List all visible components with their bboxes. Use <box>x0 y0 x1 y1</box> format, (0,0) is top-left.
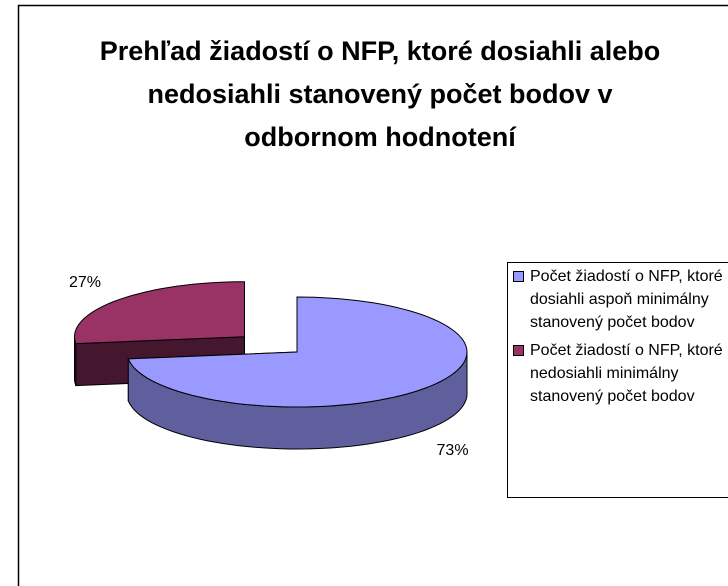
chart-title: Prehľad žiadostí o NFP, ktoré dosiahli a… <box>99 36 661 152</box>
legend-label: Počet žiadostí o NFP, ktoré dosiahli asp… <box>530 268 723 331</box>
data-label: 27% <box>68 273 101 291</box>
legend-label: Počet žiadostí o NFP, ktoré nedosiahli m… <box>530 342 723 405</box>
data-label: 73% <box>436 441 469 459</box>
legend-swatch <box>513 345 524 356</box>
slice <box>73 281 245 345</box>
legend-swatch <box>513 271 524 282</box>
legend-frame <box>507 262 728 498</box>
slice <box>127 296 468 408</box>
